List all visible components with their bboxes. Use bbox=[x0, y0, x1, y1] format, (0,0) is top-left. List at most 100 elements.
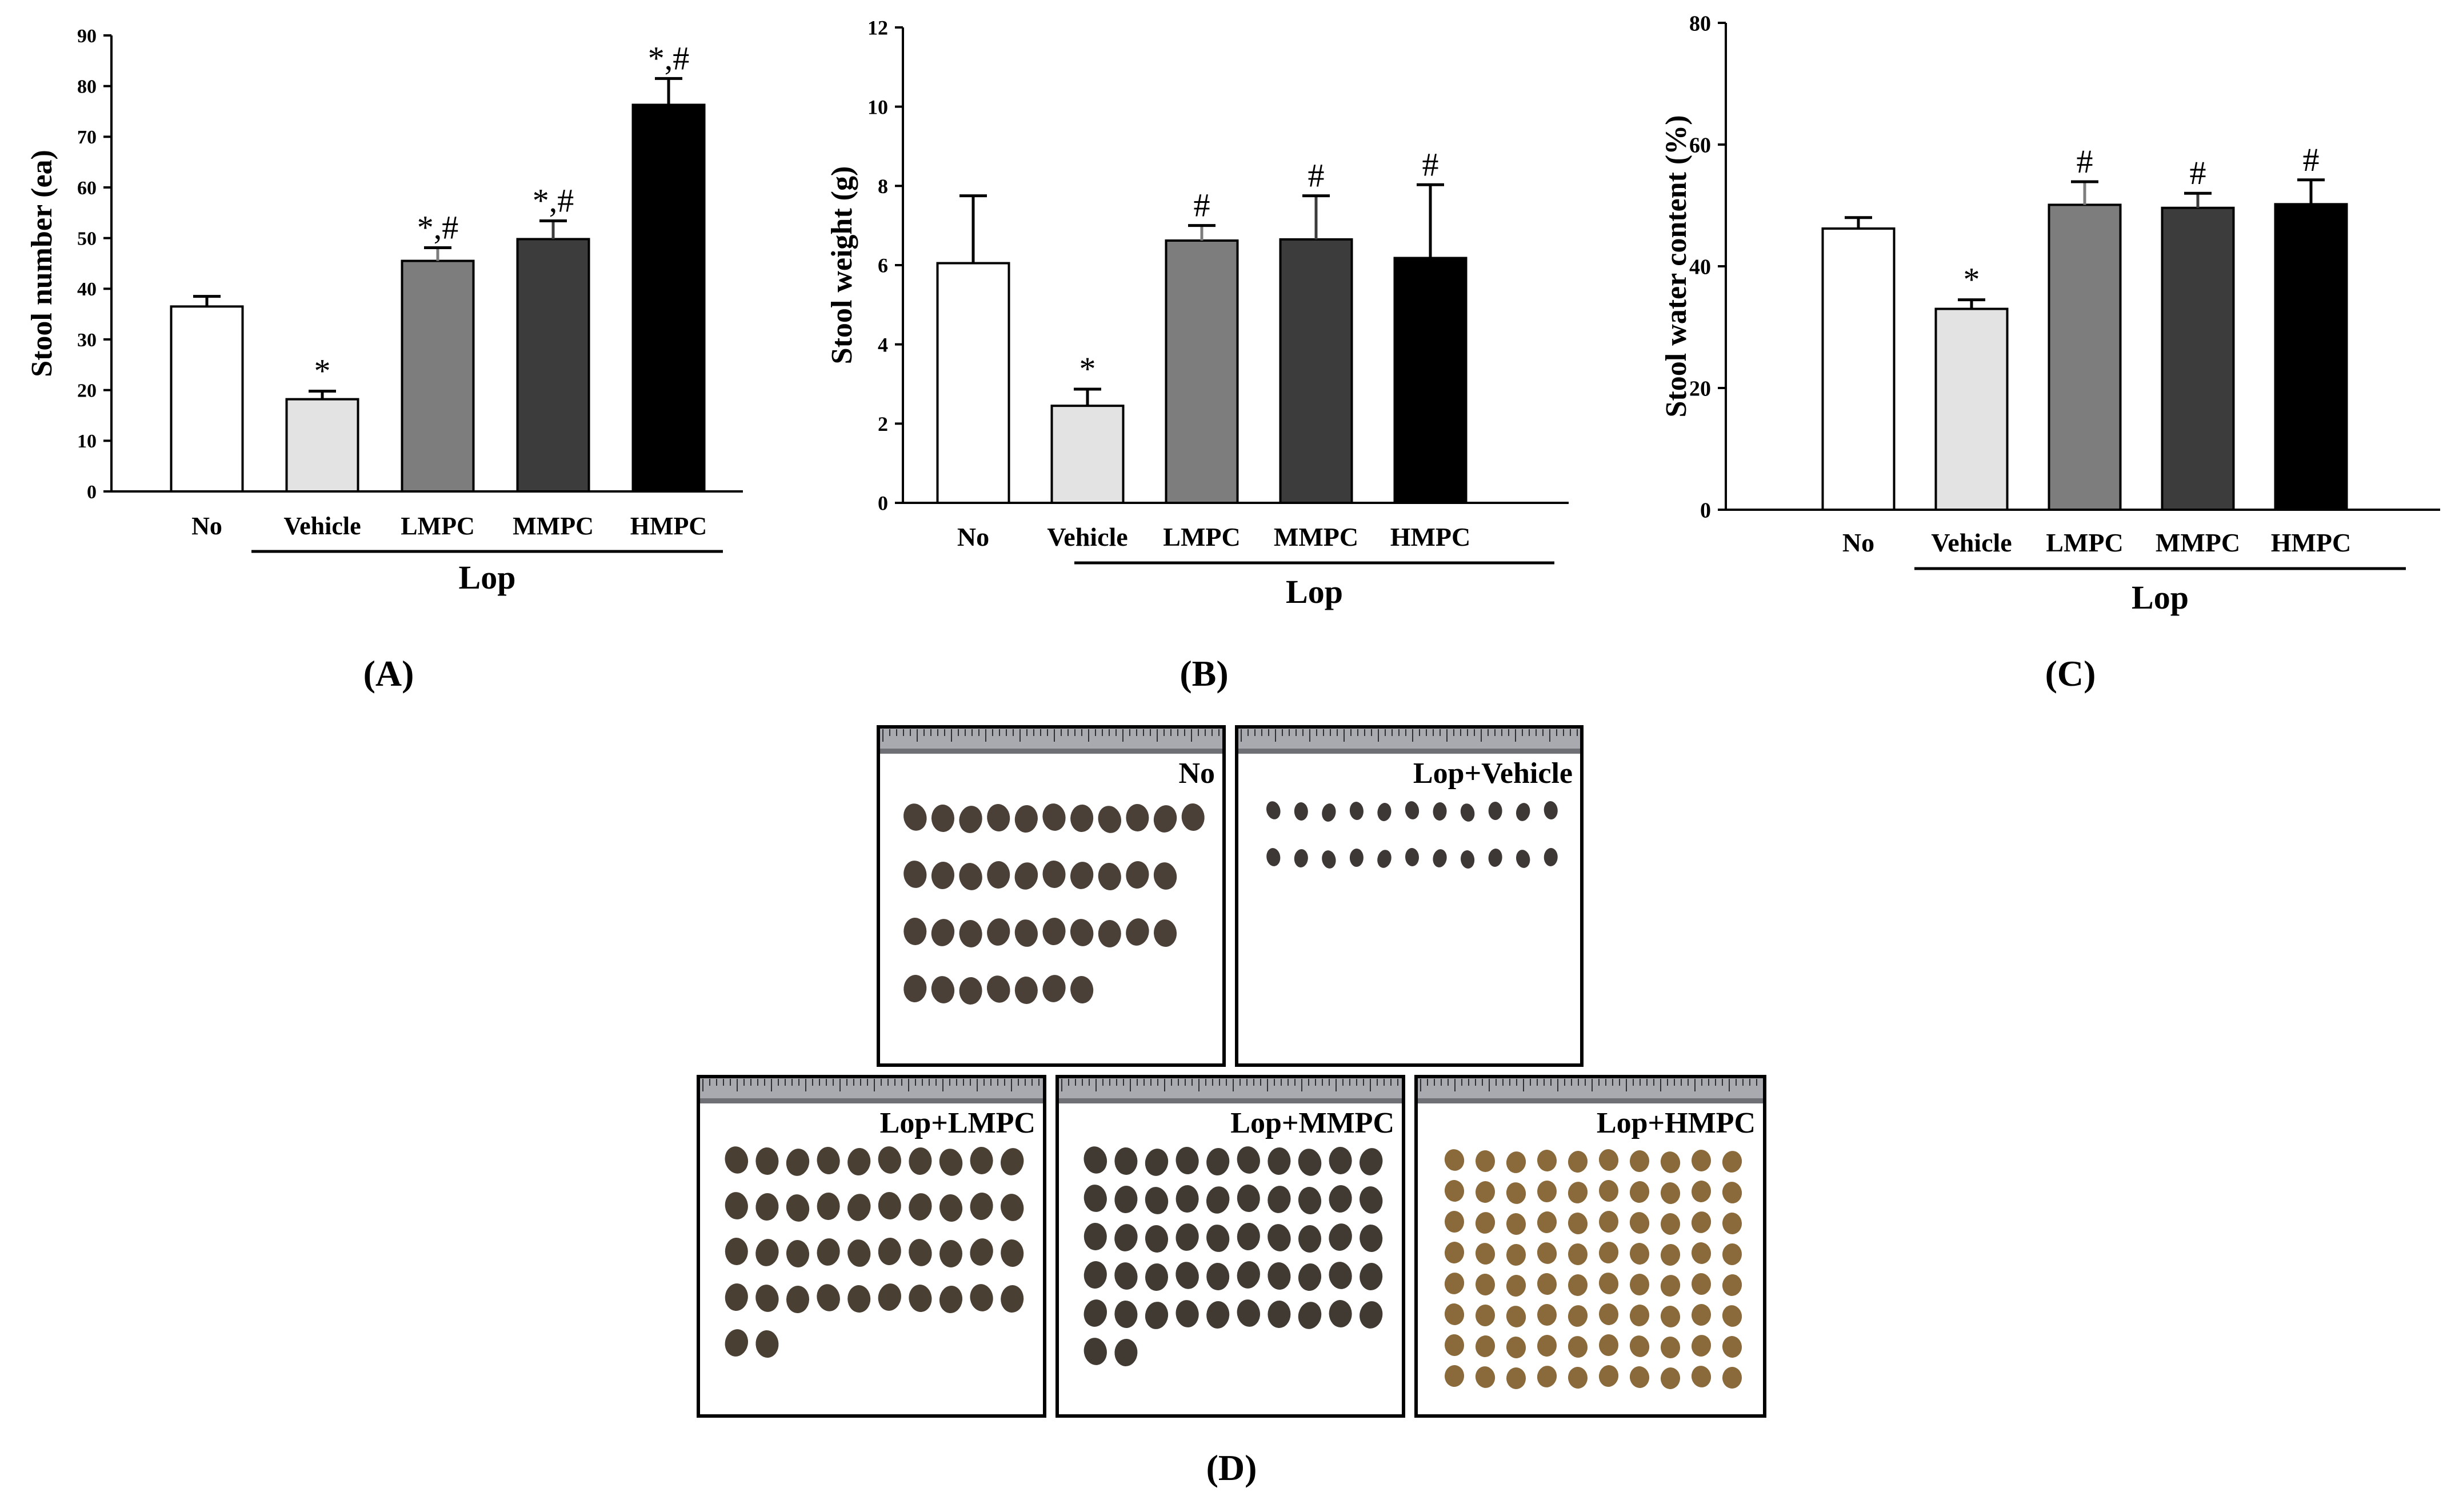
stool-pellet bbox=[1405, 848, 1420, 866]
y-tick-label: 0 bbox=[1700, 498, 1711, 522]
stool-pellet bbox=[903, 918, 927, 945]
photo-label: Lop+LMPC bbox=[880, 1107, 1035, 1139]
stool-pellet bbox=[1660, 1306, 1681, 1327]
stool-pellet bbox=[1629, 1243, 1650, 1265]
y-tick-label: 2 bbox=[878, 413, 888, 435]
y-tick-label: 40 bbox=[77, 279, 97, 300]
stool-pellet bbox=[1298, 1187, 1322, 1214]
stool-pellet bbox=[847, 1194, 871, 1221]
bar bbox=[2274, 203, 2348, 511]
stool-pellet bbox=[1444, 1334, 1465, 1356]
stool-pellet bbox=[931, 862, 954, 889]
stool-pellet bbox=[1298, 1302, 1322, 1329]
stool-pellet bbox=[909, 1285, 932, 1312]
stool-pellet bbox=[1206, 1225, 1230, 1252]
stool-pellet bbox=[1691, 1335, 1712, 1357]
photo-3: Lop+MMPC bbox=[1055, 1075, 1405, 1418]
significance-marker: *,# bbox=[417, 209, 459, 246]
ruler-edge bbox=[1418, 1098, 1763, 1103]
stool-pellet bbox=[1537, 1242, 1557, 1264]
stool-pellet bbox=[725, 1283, 748, 1311]
panel-label: (A) bbox=[363, 653, 414, 694]
stool-pellet bbox=[1444, 1242, 1465, 1263]
stool-pellet bbox=[939, 1286, 963, 1313]
stool-pellet bbox=[986, 975, 1010, 1003]
photo-label: No bbox=[1178, 757, 1215, 790]
bar bbox=[1165, 239, 1239, 504]
stool-pellet bbox=[931, 919, 955, 946]
stool-pellet bbox=[1042, 861, 1066, 888]
photo-frame bbox=[1235, 725, 1584, 1067]
stool-pellet bbox=[1175, 1185, 1199, 1213]
stool-pellet bbox=[1568, 1305, 1588, 1327]
stool-pellet bbox=[1329, 1185, 1352, 1213]
y-tick-label: 70 bbox=[77, 127, 97, 148]
stool-pellet bbox=[1145, 1225, 1169, 1253]
stool-pellet bbox=[1537, 1273, 1557, 1295]
photo-frame bbox=[877, 725, 1226, 1067]
stool-pellet bbox=[755, 1330, 779, 1358]
stool-pellet bbox=[1001, 1148, 1024, 1175]
stool-pellet bbox=[909, 1147, 932, 1175]
stool-pellet bbox=[1266, 801, 1281, 819]
stool-pellet bbox=[755, 1285, 779, 1312]
stool-pellet bbox=[1268, 1147, 1291, 1175]
stool-pellet bbox=[1042, 803, 1066, 831]
bar bbox=[516, 238, 590, 493]
stool-pellet bbox=[1322, 850, 1336, 869]
stool-pellet bbox=[1114, 1186, 1138, 1213]
stool-pellet bbox=[1070, 976, 1094, 1003]
stool-pellet bbox=[959, 863, 982, 890]
stool-pellet bbox=[1629, 1212, 1650, 1234]
significance-marker: * bbox=[1964, 261, 1980, 298]
stool-pellet bbox=[1014, 805, 1038, 833]
stool-pellet bbox=[1629, 1274, 1650, 1295]
significance-marker: # bbox=[2190, 154, 2206, 191]
stool-pellet bbox=[1083, 1261, 1107, 1289]
stool-pellet bbox=[1070, 862, 1094, 889]
stool-pellet bbox=[987, 804, 1010, 831]
y-tick-label: 6 bbox=[878, 254, 888, 277]
ruler-edge bbox=[880, 749, 1222, 754]
stool-pellet bbox=[1070, 919, 1094, 946]
stool-pellet bbox=[931, 976, 955, 1003]
y-tick-label: 60 bbox=[1689, 133, 1711, 157]
category-label: No bbox=[191, 512, 222, 540]
bar bbox=[2048, 203, 2122, 511]
bar bbox=[1393, 257, 1468, 504]
stool-pellet bbox=[755, 1239, 779, 1266]
stool-pellet bbox=[1568, 1182, 1588, 1203]
stool-pellet bbox=[1598, 1211, 1619, 1233]
stool-pellet bbox=[755, 1193, 779, 1221]
category-label: LMPC bbox=[2046, 528, 2123, 557]
stool-pellet bbox=[786, 1286, 810, 1313]
stool-pellet bbox=[1153, 862, 1177, 890]
y-tick-label: 4 bbox=[878, 333, 888, 356]
stool-pellet bbox=[1360, 1263, 1383, 1290]
stool-pellet bbox=[1568, 1336, 1588, 1358]
stool-pellet bbox=[1506, 1151, 1526, 1173]
y-axis-label: Stool weight (g) bbox=[826, 166, 858, 365]
category-label: HMPC bbox=[1390, 522, 1471, 551]
stool-pellet bbox=[970, 1238, 993, 1266]
y-tick-label: 90 bbox=[77, 26, 97, 47]
group-label: Lop bbox=[2132, 579, 2189, 616]
category-label: MMPC bbox=[1274, 522, 1358, 551]
stool-pellet bbox=[939, 1194, 963, 1222]
category-label: No bbox=[957, 522, 989, 551]
stool-pellet bbox=[1691, 1304, 1712, 1326]
y-tick-label: 0 bbox=[87, 482, 97, 503]
stool-pellet bbox=[959, 920, 982, 947]
stool-pellet bbox=[1349, 802, 1364, 820]
stool-pellet bbox=[1568, 1151, 1588, 1173]
stool-pellet bbox=[1691, 1366, 1712, 1387]
stool-pellet bbox=[1444, 1180, 1465, 1202]
stool-pellet bbox=[1691, 1242, 1712, 1264]
panel-label: (B) bbox=[1179, 653, 1228, 694]
stool-pellet bbox=[755, 1147, 779, 1175]
stool-pellet bbox=[1568, 1243, 1588, 1265]
stool-pellet bbox=[1537, 1150, 1557, 1171]
stool-pellet bbox=[1360, 1186, 1383, 1214]
stool-pellet bbox=[878, 1238, 901, 1265]
stool-pellet bbox=[1237, 1146, 1260, 1174]
